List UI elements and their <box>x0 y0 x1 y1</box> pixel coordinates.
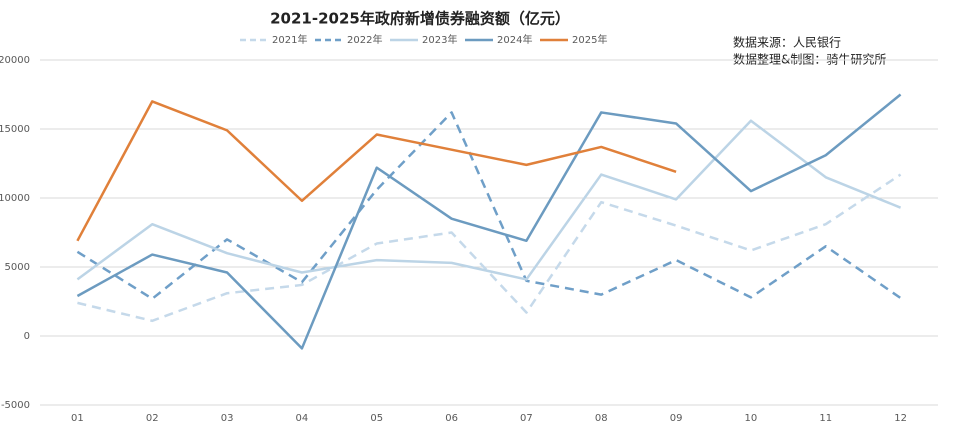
annotation: 数据来源：人民银行 <box>733 35 841 50</box>
y-tick-label: 10000 <box>0 193 30 204</box>
x-tick-label: 01 <box>71 413 84 424</box>
legend-label: 2024年 <box>497 33 532 46</box>
x-tick-label: 07 <box>520 413 533 424</box>
y-tick-label: -5000 <box>1 400 30 411</box>
y-tick-label: 20000 <box>0 55 30 66</box>
x-tick-label: 12 <box>894 413 907 424</box>
x-tick-label: 11 <box>819 413 832 424</box>
x-tick-label: 08 <box>595 413 608 424</box>
x-tick-label: 10 <box>745 413 758 424</box>
legend-label: 2022年 <box>347 33 382 46</box>
x-tick-label: 06 <box>445 413 458 424</box>
series-line <box>77 173 902 323</box>
x-tick-label: 05 <box>370 413 383 424</box>
annotation: 数据整理&制图：骑牛研究所 <box>733 52 886 67</box>
x-tick-label: 02 <box>146 413 159 424</box>
y-tick-label: 15000 <box>0 124 30 135</box>
y-tick-label: 0 <box>24 331 30 342</box>
y-tick-label: 5000 <box>5 262 30 273</box>
series-line <box>76 119 902 281</box>
legend-label: 2021年 <box>272 33 307 46</box>
series-line <box>76 100 677 242</box>
x-tick-label: 04 <box>296 413 309 424</box>
legend-label: 2023年 <box>422 33 457 46</box>
series-line <box>76 93 902 350</box>
legend-label: 2025年 <box>572 33 607 46</box>
chart-title: 2021-2025年政府新增债券融资额（亿元） <box>270 10 570 28</box>
x-tick-label: 03 <box>221 413 234 424</box>
x-tick-label: 09 <box>670 413 683 424</box>
